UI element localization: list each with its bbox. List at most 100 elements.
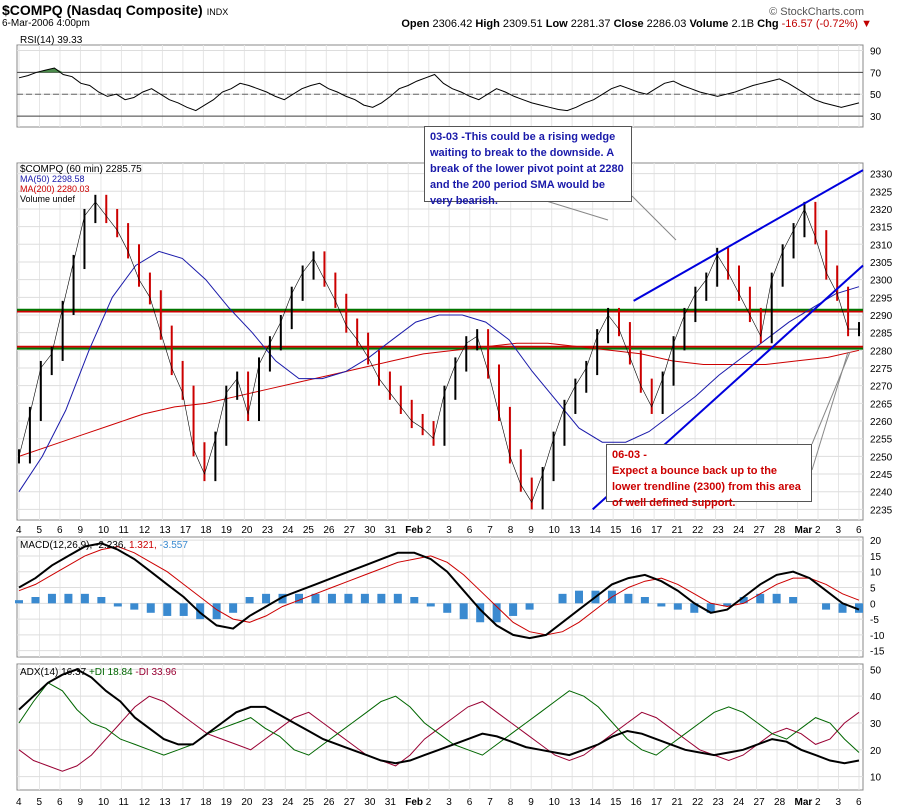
price-y-tick: 2320	[870, 205, 893, 216]
high-value: 2309.51	[502, 18, 543, 30]
macd-hist-bar	[838, 603, 847, 613]
macd-hist-bar	[690, 603, 699, 613]
price-x-tick: 11	[118, 525, 129, 536]
macd-hist-bar	[97, 597, 106, 604]
macd-hist-bar	[525, 603, 534, 610]
macd-panel	[16, 536, 864, 658]
macd-legend: MACD(12,26,9), -2.236, 1.321, -3.557	[20, 540, 188, 551]
price-legend-symbol: $COMPQ (60 min) 2285.75	[20, 164, 142, 175]
price-y-tick: 2310	[870, 240, 893, 251]
volume-value: 2.1B	[731, 18, 755, 30]
note2-leader	[811, 351, 851, 445]
note1-leader	[631, 195, 677, 241]
price-y-tick: 2265	[870, 399, 893, 410]
adx-x-tick: 6	[57, 797, 63, 808]
adx-x-tick: 4	[16, 797, 22, 808]
price-x-tick: 5	[36, 525, 42, 536]
macd-hist-bar	[822, 603, 831, 610]
adx-x-tick: 17	[180, 797, 192, 808]
adx-x-tick: Feb	[405, 797, 423, 808]
rsi-overbought-fill	[19, 67, 64, 73]
rsi-y-tick: 90	[870, 46, 882, 57]
volume-label: Volume	[689, 18, 729, 30]
macd-hist-bar	[476, 603, 485, 623]
adx-y-tick: 10	[870, 773, 882, 784]
price-x-tick: 22	[692, 525, 704, 536]
macd-legend-item: -3.557	[160, 540, 189, 551]
price-x-tick: 24	[282, 525, 294, 536]
adx-legend: ADX(14) 16.37 +DI 18.84 -DI 33.96	[20, 667, 177, 678]
adx-x-tick: 10	[549, 797, 561, 808]
adx-legend-item: -DI 33.96	[135, 667, 177, 678]
macd-hist-bar	[311, 593, 320, 604]
macd-line	[18, 542, 860, 640]
annotation-bounce-body: Expect a bounce back up to the lower tre…	[612, 465, 801, 509]
macd-hist-bar	[196, 603, 205, 620]
macd-histogram	[15, 590, 863, 623]
macd-hist-bar	[31, 597, 40, 604]
adx-x-tick: 27	[344, 797, 356, 808]
price-x-tick: 20	[241, 525, 253, 536]
chg-label: Chg	[757, 18, 779, 30]
price-x-tick: 27	[754, 525, 766, 536]
adx-x-tick: 23	[262, 797, 274, 808]
macd-hist-bar	[723, 603, 732, 607]
price-x-tick: 8	[508, 525, 514, 536]
ma50-line	[18, 250, 860, 492]
macd-hist-bar	[80, 593, 89, 604]
adx-x-tick: 27	[754, 797, 766, 808]
price-y-tick: 2295	[870, 293, 893, 304]
adx-x-tick: 16	[631, 797, 643, 808]
macd-hist-bar	[360, 593, 369, 604]
price-y-tick: 2290	[870, 311, 893, 322]
macd-hist-bar	[130, 603, 139, 610]
adx-x-tick: 24	[282, 797, 294, 808]
price-y-tick: 2240	[870, 488, 893, 499]
rsi-panel	[16, 44, 864, 128]
adx-line	[18, 668, 860, 765]
annotation-bounce: 06-03 - Expect a bounce back up to the l…	[606, 444, 812, 509]
adx-x-tick: 26	[323, 797, 335, 808]
price-x-tick: 7	[487, 525, 493, 536]
symbol-title: $COMPQ (Nasdaq Composite)	[2, 2, 203, 18]
adx-x-tick: 28	[774, 797, 786, 808]
price-x-tick: 27	[344, 525, 356, 536]
open-value: 2306.42	[432, 18, 473, 30]
price-x-tick: 14	[590, 525, 602, 536]
price-x-tick: 17	[180, 525, 192, 536]
adx-x-tick: 14	[590, 797, 602, 808]
adx-x-tick: 2	[815, 797, 821, 808]
price-x-tick: 2	[426, 525, 432, 536]
price-y-tick: 2270	[870, 382, 893, 393]
price-x-tick: 17	[651, 525, 663, 536]
macd-hist-bar	[179, 603, 188, 616]
macd-hist-bar	[772, 593, 781, 604]
price-y-tick: 2325	[870, 187, 893, 198]
macd-hist-bar	[295, 593, 303, 604]
price-x-tick: 28	[774, 525, 786, 536]
price-x-tick: 10	[98, 525, 110, 536]
macd-hist-bar	[492, 603, 501, 623]
price-y-tick: 2315	[870, 223, 893, 234]
price-x-tick: 6	[856, 525, 862, 536]
price-y-tick: 2260	[870, 417, 893, 428]
macd-y-tick: 20	[870, 536, 882, 547]
macd-hist-bar	[212, 603, 221, 620]
macd-hist-bar	[327, 593, 336, 604]
quote-line: Open 2306.42 High 2309.51 Low 2281.37 Cl…	[401, 18, 872, 30]
low-label: Low	[545, 18, 568, 30]
adx-x-tick: 23	[713, 797, 725, 808]
price-x-tick: 10	[549, 525, 561, 536]
adx-x-tick: 15	[610, 797, 622, 808]
price-y-tick: 2250	[870, 452, 893, 463]
brand-label[interactable]: © StockCharts.com	[769, 6, 864, 18]
macd-hist-bar	[262, 593, 271, 604]
adx-x-tick: 3	[836, 797, 842, 808]
adx-legend-item: +DI 18.84	[89, 667, 135, 678]
price-x-tick: 9	[77, 525, 83, 536]
macd-hist-bar	[558, 593, 567, 604]
high-label: High	[475, 18, 500, 30]
price-legend-volume: Volume undef	[20, 194, 76, 204]
adx-x-tick: 3	[446, 797, 452, 808]
plus-di-line	[18, 682, 860, 756]
